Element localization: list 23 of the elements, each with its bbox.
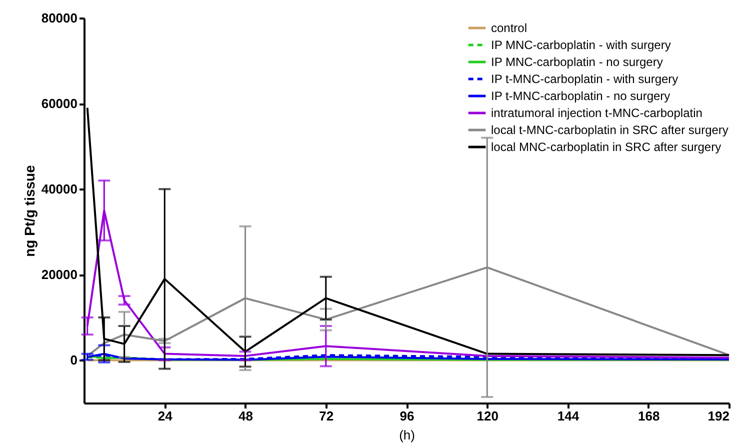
legend-label: local t-MNC-carboplatin in SRC after surgery (491, 123, 728, 137)
y-tick-label: 60000 (41, 96, 78, 112)
x-tick-label: 168 (638, 408, 660, 424)
x-tick-label: 48 (238, 408, 253, 424)
x-tick-label: 192 (708, 408, 730, 424)
legend-label: intratumoral injection t-MNC-carboplatin (491, 106, 702, 120)
x-tick-label: 24 (158, 408, 174, 424)
legend-label: IP MNC-carboplatin - no surgery (491, 55, 663, 69)
legend-label: IP t-MNC-carboplatin - with surgery (491, 72, 678, 86)
legend-label: local MNC-carboplatin in SRC after surgery (491, 140, 722, 154)
x-tick-label: 72 (319, 408, 334, 424)
legend-label: IP MNC-carboplatin - with surgery (491, 38, 671, 52)
y-tick-label: 40000 (41, 182, 78, 197)
x-tick-label: 144 (557, 408, 580, 424)
y-axis-title: ng Pt/g tissue (21, 164, 38, 257)
y-tick-label: 20000 (41, 267, 78, 282)
y-tick-label: 0 (70, 352, 78, 368)
legend-label: IP t-MNC-carboplatin - no surgery (491, 89, 670, 103)
legend-label: control (491, 21, 528, 35)
x-tick-label: 96 (400, 408, 414, 424)
x-tick-label: 120 (476, 408, 498, 424)
x-axis-title: (h) (399, 428, 415, 442)
y-tick-label: 80000 (41, 10, 78, 26)
